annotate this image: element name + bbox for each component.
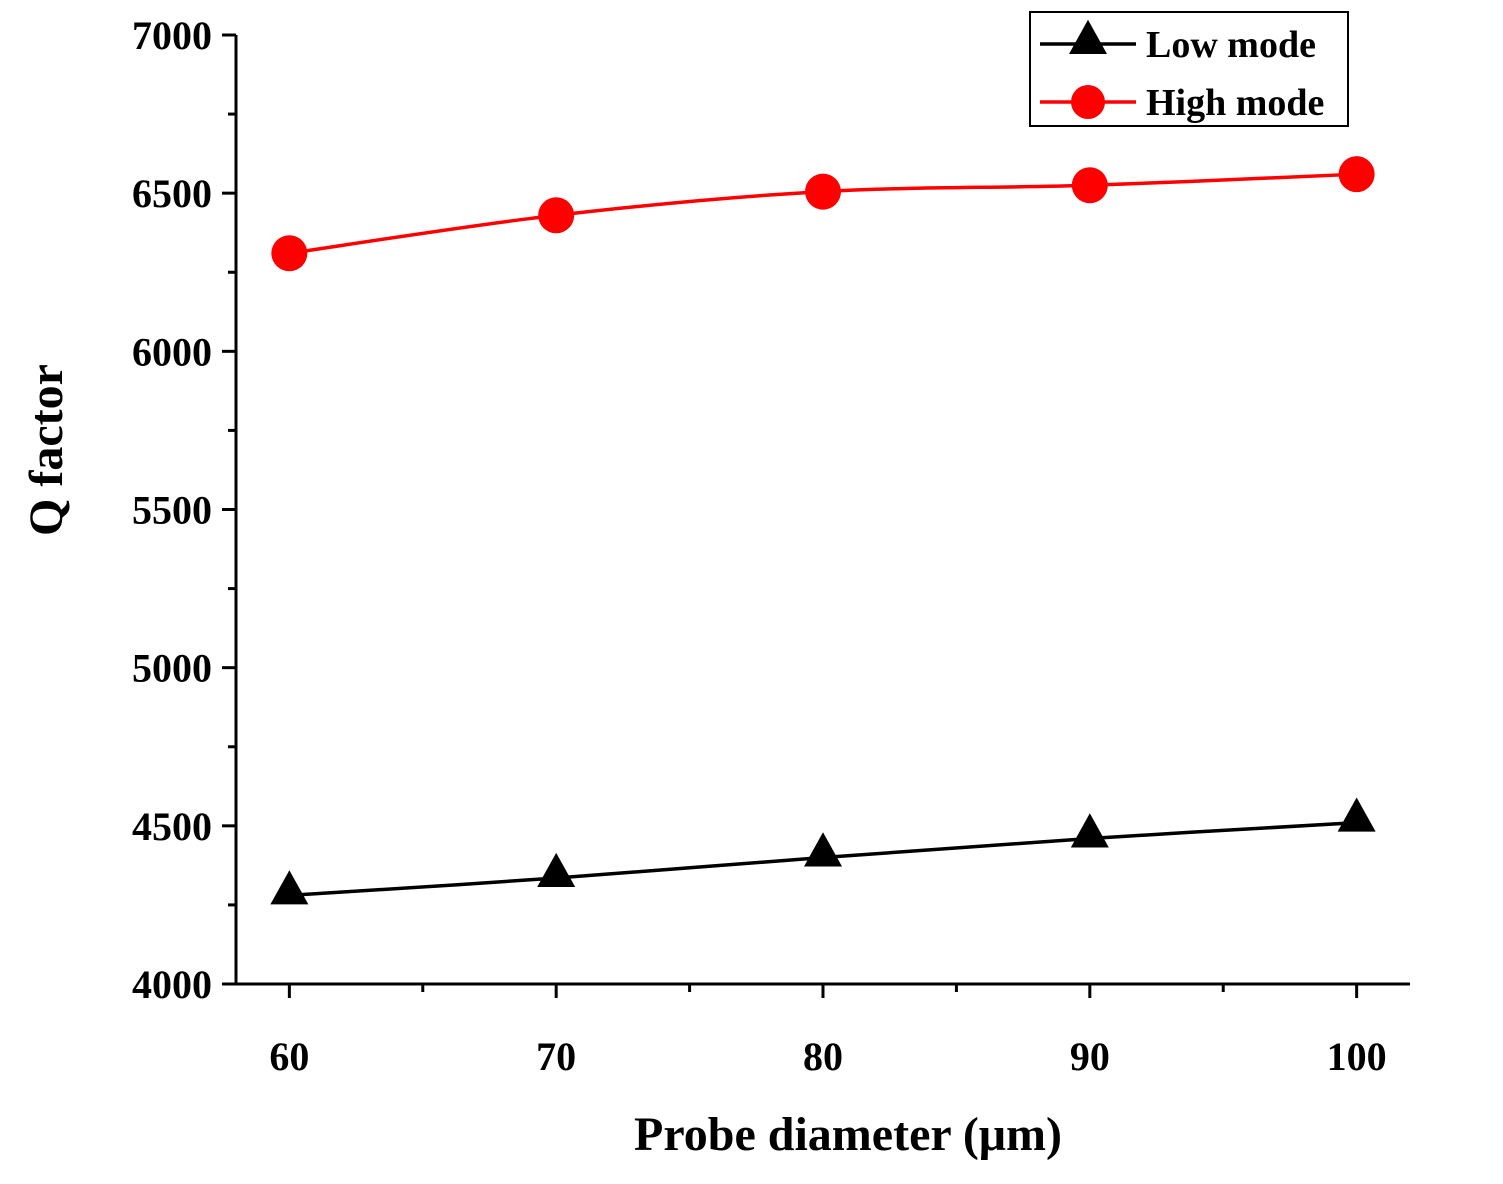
legend: Low mode High mode: [1029, 11, 1349, 127]
data-point-low-mode: [1070, 813, 1109, 848]
y-axis-title: Q factor: [20, 364, 73, 536]
data-point-high-mode: [1338, 156, 1375, 193]
x-tick-label: 90: [1070, 1034, 1110, 1079]
axes: 4000 4500 5000 5500 6000 6500 7000 60 70 80 90 100: [132, 13, 1410, 1079]
y-tick-label: 5500: [132, 488, 212, 533]
series-low-mode: [270, 797, 1376, 905]
legend-label-low-mode: Low mode: [1146, 24, 1316, 66]
legend-marker-low-mode: [1069, 19, 1107, 54]
x-axis-title: Probe diameter (μm): [634, 1108, 1062, 1161]
series-layer: [270, 156, 1376, 905]
y-tick-label: 4500: [132, 804, 212, 849]
data-point-low-mode: [537, 852, 576, 888]
x-tick-label: 70: [536, 1034, 576, 1079]
data-point-low-mode: [1337, 797, 1376, 832]
y-tick-label: 7000: [132, 13, 212, 58]
y-tick-label: 6500: [132, 171, 212, 216]
y-tick-label: 4000: [132, 962, 212, 1007]
x-tick-label: 80: [803, 1034, 843, 1079]
data-point-high-mode: [538, 197, 575, 234]
data-point-high-mode: [271, 235, 308, 272]
series-high-mode: [271, 156, 1375, 272]
legend-label-high-mode: High mode: [1146, 82, 1324, 124]
x-tick-label: 100: [1327, 1034, 1387, 1079]
y-tick-label: 5000: [132, 646, 212, 691]
legend-marker-high-mode: [1071, 85, 1105, 119]
data-point-low-mode: [270, 870, 309, 905]
data-point-high-mode: [805, 173, 841, 210]
data-point-low-mode: [804, 832, 842, 867]
x-tick-label: 60: [269, 1034, 309, 1079]
data-point-high-mode: [1071, 167, 1108, 204]
y-tick-label: 6000: [132, 329, 212, 374]
